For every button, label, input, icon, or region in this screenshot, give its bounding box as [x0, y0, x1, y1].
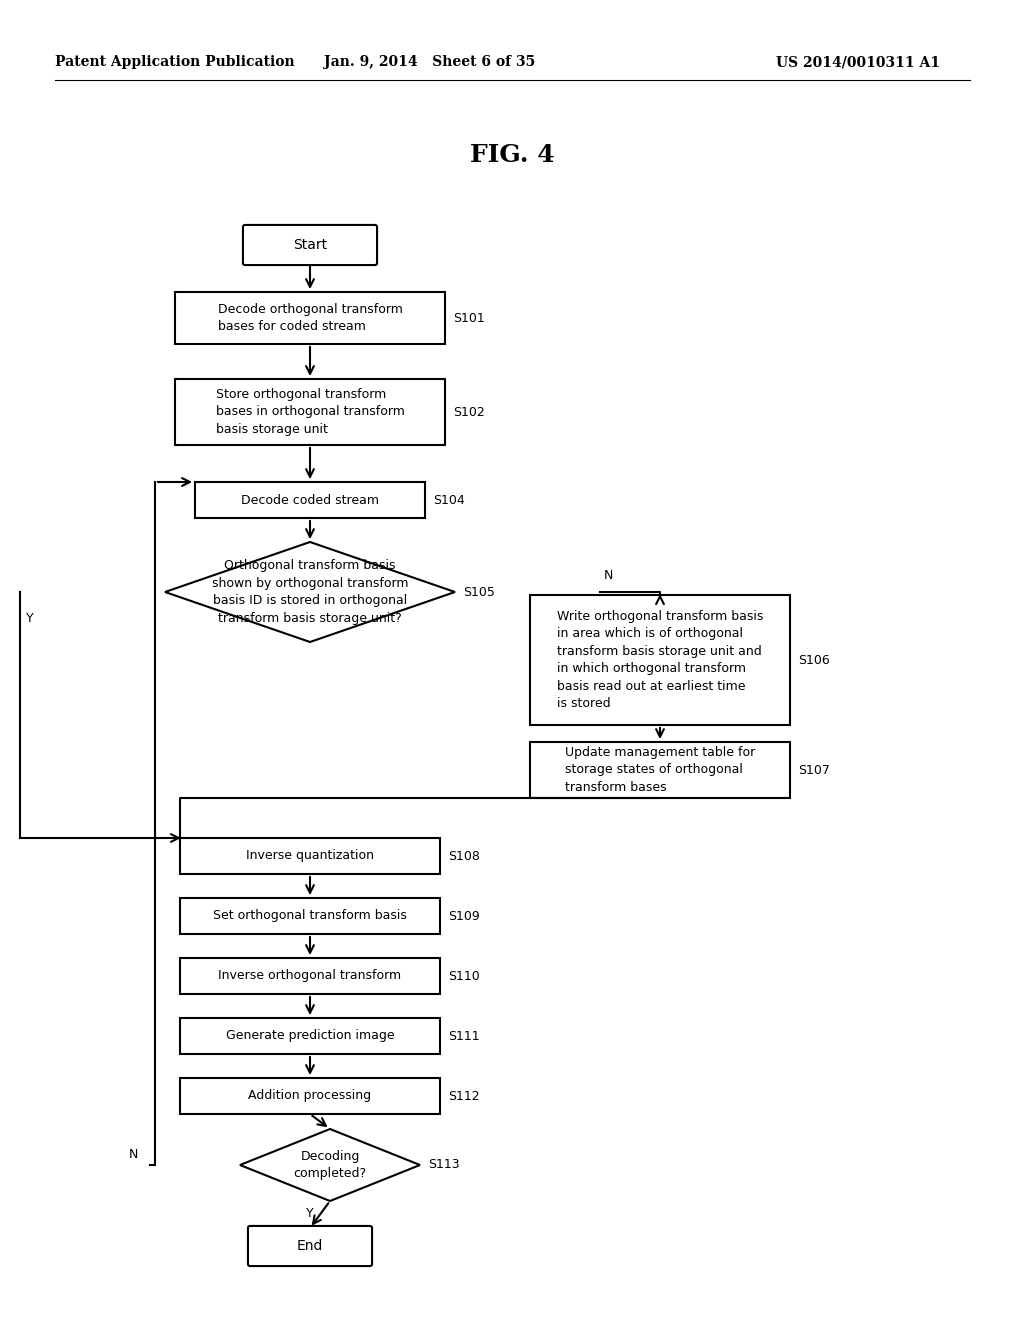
- Polygon shape: [165, 543, 455, 642]
- Text: Inverse quantization: Inverse quantization: [246, 850, 374, 862]
- Text: Set orthogonal transform basis: Set orthogonal transform basis: [213, 909, 407, 923]
- Text: N: N: [129, 1148, 138, 1162]
- Bar: [180, 1018, 440, 1053]
- Text: S109: S109: [449, 909, 480, 923]
- Polygon shape: [240, 1129, 420, 1201]
- FancyBboxPatch shape: [243, 224, 377, 265]
- Text: N: N: [604, 569, 613, 582]
- Bar: [175, 292, 445, 345]
- Bar: [175, 379, 445, 445]
- Text: Decoding
completed?: Decoding completed?: [294, 1150, 367, 1180]
- Bar: [180, 958, 440, 994]
- Text: S102: S102: [453, 405, 484, 418]
- Text: Write orthogonal transform basis
in area which is of orthogonal
transform basis : Write orthogonal transform basis in area…: [557, 610, 763, 710]
- Text: S106: S106: [798, 653, 829, 667]
- Text: Decode coded stream: Decode coded stream: [241, 494, 379, 507]
- Text: S112: S112: [449, 1089, 479, 1102]
- Text: Generate prediction image: Generate prediction image: [225, 1030, 394, 1043]
- Text: Orthogonal transform basis
shown by orthogonal transform
basis ID is stored in o: Orthogonal transform basis shown by orth…: [212, 560, 409, 624]
- Bar: [195, 482, 425, 517]
- Text: Addition processing: Addition processing: [249, 1089, 372, 1102]
- Bar: [180, 1078, 440, 1114]
- Text: Y: Y: [306, 1206, 314, 1220]
- Bar: [530, 595, 790, 725]
- Text: Update management table for
storage states of orthogonal
transform bases: Update management table for storage stat…: [565, 746, 755, 795]
- Text: Decode orthogonal transform
bases for coded stream: Decode orthogonal transform bases for co…: [217, 302, 402, 333]
- Text: Start: Start: [293, 238, 327, 252]
- Text: Patent Application Publication: Patent Application Publication: [55, 55, 295, 69]
- Text: Inverse orthogonal transform: Inverse orthogonal transform: [218, 969, 401, 982]
- Text: End: End: [297, 1239, 324, 1253]
- Text: S101: S101: [453, 312, 484, 325]
- Text: S113: S113: [428, 1159, 460, 1172]
- Text: Store orthogonal transform
bases in orthogonal transform
basis storage unit: Store orthogonal transform bases in orth…: [216, 388, 404, 436]
- Bar: [180, 898, 440, 935]
- Text: S108: S108: [449, 850, 480, 862]
- Bar: [530, 742, 790, 799]
- Text: S105: S105: [463, 586, 495, 598]
- Text: S110: S110: [449, 969, 480, 982]
- Text: FIG. 4: FIG. 4: [470, 143, 554, 168]
- Text: Y: Y: [26, 612, 34, 624]
- Text: S104: S104: [433, 494, 465, 507]
- Text: US 2014/0010311 A1: US 2014/0010311 A1: [776, 55, 940, 69]
- Text: Jan. 9, 2014   Sheet 6 of 35: Jan. 9, 2014 Sheet 6 of 35: [325, 55, 536, 69]
- Text: S111: S111: [449, 1030, 479, 1043]
- Bar: [180, 838, 440, 874]
- FancyBboxPatch shape: [248, 1226, 372, 1266]
- Text: S107: S107: [798, 763, 829, 776]
